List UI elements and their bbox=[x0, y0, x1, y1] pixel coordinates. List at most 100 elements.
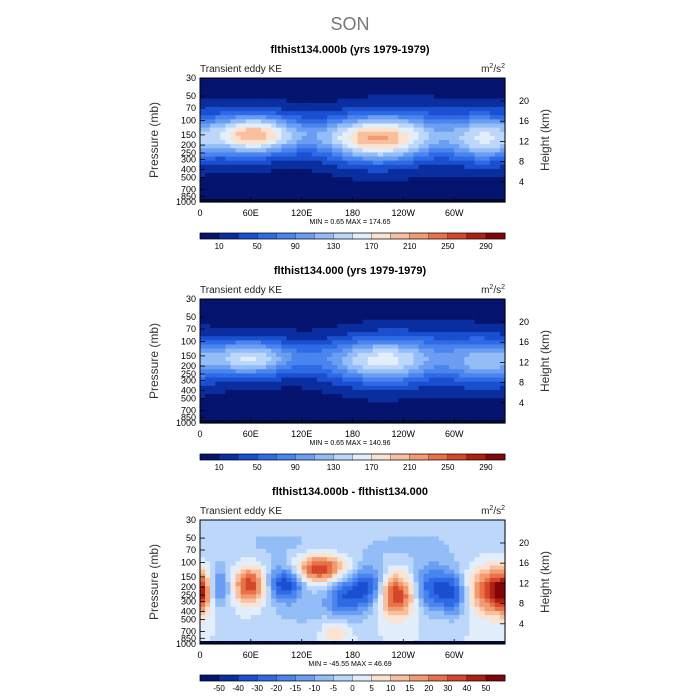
field-cell bbox=[489, 173, 496, 178]
field-cell bbox=[367, 332, 374, 337]
field-cell bbox=[444, 177, 450, 182]
field-cell bbox=[352, 177, 359, 182]
field-cell bbox=[469, 106, 476, 112]
field-cell bbox=[215, 152, 221, 158]
field-cell bbox=[261, 532, 267, 538]
field-cell bbox=[357, 307, 364, 312]
field-cell bbox=[301, 173, 308, 178]
field-cell bbox=[438, 164, 445, 170]
field-cell bbox=[438, 352, 445, 358]
field-cell bbox=[296, 598, 303, 604]
units-sup2: 2 bbox=[501, 284, 505, 291]
field-cell bbox=[438, 406, 445, 412]
field-cell bbox=[347, 90, 354, 96]
field-cell bbox=[200, 299, 206, 304]
field-cell bbox=[316, 573, 323, 579]
field-cell bbox=[250, 332, 257, 337]
field-cell bbox=[266, 131, 272, 137]
y-tick-label: 50 bbox=[186, 312, 196, 322]
field-cell bbox=[347, 307, 354, 312]
field-cell bbox=[474, 385, 481, 391]
field-cell bbox=[225, 623, 232, 629]
field-cell bbox=[383, 389, 389, 395]
field-cell bbox=[372, 98, 379, 104]
field-cell bbox=[271, 156, 277, 162]
field-cell bbox=[210, 115, 216, 120]
field-cell bbox=[393, 86, 399, 91]
field-cell bbox=[205, 586, 211, 591]
field-cell bbox=[271, 344, 277, 350]
field-cell bbox=[347, 348, 354, 354]
field-cell bbox=[388, 160, 394, 166]
field-cell bbox=[240, 410, 247, 416]
field-cell bbox=[245, 394, 252, 399]
field-cell bbox=[245, 402, 252, 408]
field-cell bbox=[245, 377, 252, 383]
field-cell bbox=[459, 160, 465, 166]
field-cell bbox=[296, 410, 303, 416]
field-cell bbox=[464, 381, 471, 387]
field-cell bbox=[205, 594, 211, 600]
field-cell bbox=[433, 144, 440, 149]
field-cell bbox=[245, 148, 252, 153]
field-cell bbox=[362, 344, 369, 350]
field-cell bbox=[494, 140, 501, 145]
field-cell bbox=[433, 94, 440, 100]
field-cell bbox=[230, 102, 237, 108]
field-cell bbox=[362, 520, 369, 525]
field-cell bbox=[337, 619, 343, 624]
field-cell bbox=[205, 414, 211, 420]
field-cell bbox=[301, 602, 308, 608]
field-cell bbox=[235, 119, 242, 125]
field-cell bbox=[250, 148, 257, 153]
field-cell bbox=[393, 544, 399, 550]
field-cell bbox=[454, 410, 460, 416]
field-cell bbox=[322, 602, 328, 608]
field-cell bbox=[433, 394, 440, 399]
field-cell bbox=[230, 577, 237, 583]
field-cell bbox=[306, 602, 313, 608]
field-cell bbox=[362, 160, 369, 166]
field-cell bbox=[205, 156, 211, 162]
field-cell bbox=[281, 544, 288, 550]
field-cell bbox=[372, 144, 379, 149]
field-cell bbox=[337, 173, 343, 178]
field-cell bbox=[205, 94, 211, 100]
field-cell bbox=[240, 406, 247, 412]
field-cell bbox=[377, 406, 384, 412]
field-cell bbox=[301, 185, 308, 191]
field-cell bbox=[383, 148, 389, 153]
field-cell bbox=[388, 577, 394, 583]
field-cell bbox=[327, 323, 333, 329]
field-cell bbox=[296, 123, 303, 129]
field-cell bbox=[210, 327, 216, 333]
field-cell bbox=[438, 123, 445, 129]
field-cell bbox=[255, 115, 262, 120]
field-cell bbox=[316, 311, 323, 317]
field-cell bbox=[474, 131, 481, 137]
field-cell bbox=[438, 148, 445, 153]
field-cell bbox=[271, 115, 277, 120]
field-cell bbox=[210, 385, 216, 391]
field-cell bbox=[342, 315, 349, 321]
field-cell bbox=[301, 168, 308, 174]
field-cell bbox=[403, 323, 410, 329]
field-cell bbox=[255, 414, 262, 420]
field-cell bbox=[220, 352, 227, 358]
field-cell bbox=[438, 299, 445, 304]
field-cell bbox=[449, 311, 455, 317]
field-cell bbox=[266, 106, 272, 112]
field-cell bbox=[332, 615, 338, 620]
field-cell bbox=[281, 394, 288, 399]
field-cell bbox=[220, 185, 227, 191]
field-cell bbox=[200, 323, 206, 329]
field-cell bbox=[271, 323, 277, 329]
field-cell bbox=[250, 402, 257, 408]
field-cell bbox=[408, 123, 415, 129]
field-cell bbox=[225, 352, 232, 358]
colorbar-label: 90 bbox=[291, 242, 300, 251]
field-cell bbox=[235, 177, 242, 182]
field-cell bbox=[210, 311, 216, 317]
field-cell bbox=[250, 524, 257, 529]
field-cell bbox=[215, 373, 221, 379]
